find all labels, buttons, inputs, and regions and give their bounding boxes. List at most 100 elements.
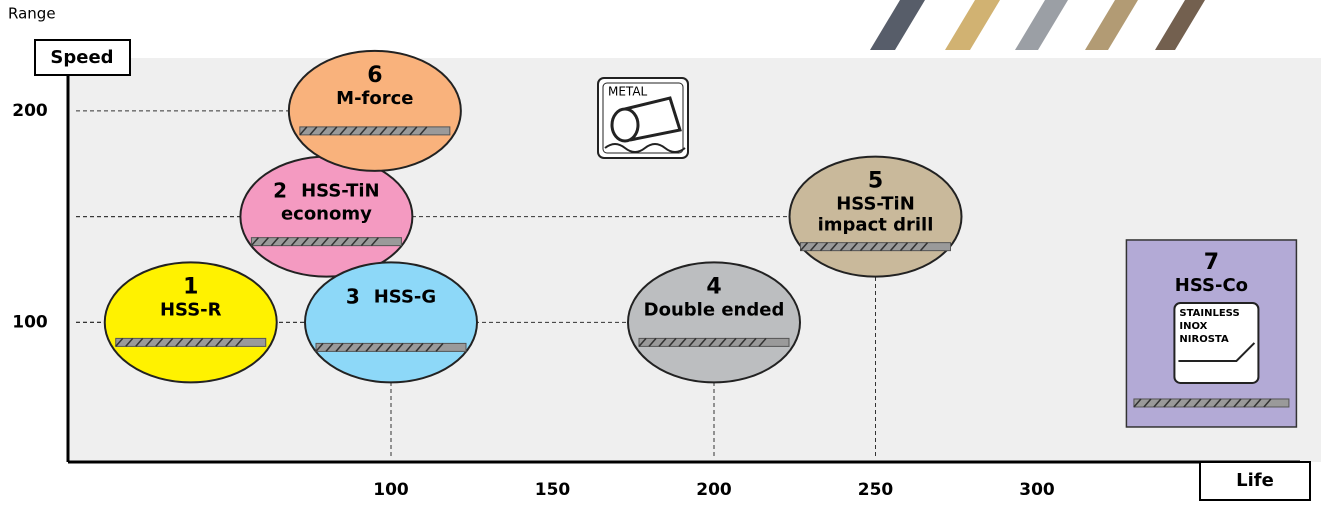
drill-flute bbox=[360, 237, 369, 247]
drill-flute bbox=[315, 342, 324, 352]
x-label-box bbox=[1199, 461, 1311, 501]
drill-flute bbox=[395, 342, 404, 352]
drill-image bbox=[638, 337, 790, 347]
drill-flute bbox=[409, 126, 418, 136]
drill-flute bbox=[399, 126, 408, 136]
drill-flute bbox=[799, 242, 809, 252]
point-label: 2 HSS-TiN bbox=[273, 178, 379, 202]
point-label-line: HSS-TiN bbox=[301, 181, 380, 202]
point-label: economy bbox=[281, 204, 372, 225]
drill-flute bbox=[250, 237, 259, 247]
drill-flute bbox=[1143, 398, 1152, 408]
drill-flute bbox=[1243, 398, 1252, 408]
y-tick-label: 200 bbox=[12, 101, 48, 121]
metal-icon-text: METAL bbox=[608, 85, 648, 99]
drill-flute bbox=[355, 342, 364, 352]
y-label: Speed bbox=[50, 47, 113, 68]
drill-flute bbox=[235, 337, 244, 347]
drill-flute bbox=[370, 237, 379, 247]
drill-image bbox=[315, 342, 467, 352]
x-label: Life bbox=[1236, 470, 1274, 491]
point-number: 5 bbox=[868, 169, 883, 194]
drill-flute bbox=[415, 342, 424, 352]
stainless-icon-plate bbox=[1178, 342, 1256, 362]
drill-flute bbox=[718, 337, 727, 347]
drill-flute bbox=[678, 337, 687, 347]
drill-flute bbox=[205, 337, 214, 347]
drill-flute bbox=[405, 342, 414, 352]
drill-flute bbox=[389, 126, 398, 136]
drill-flute bbox=[899, 242, 909, 252]
drill-flute bbox=[889, 242, 899, 252]
drill-image bbox=[299, 126, 451, 136]
drill-flute bbox=[349, 126, 358, 136]
drill-flute bbox=[290, 237, 299, 247]
drill-flute bbox=[1253, 398, 1262, 408]
drill-flute bbox=[708, 337, 717, 347]
drill-flute bbox=[185, 337, 194, 347]
y-tick-label: 100 bbox=[12, 312, 48, 332]
point-label: 3 HSS-G bbox=[346, 284, 436, 308]
drill-flute bbox=[1233, 398, 1242, 408]
drill-flute bbox=[319, 126, 328, 136]
drill-image bbox=[800, 242, 951, 252]
drill-flute bbox=[809, 242, 819, 252]
point-label: M-force bbox=[336, 88, 413, 109]
drill-flute bbox=[859, 242, 869, 252]
drill-flute bbox=[1133, 398, 1142, 408]
point-number: 1 bbox=[183, 274, 198, 299]
drill-image bbox=[115, 337, 267, 347]
drill-flute bbox=[869, 242, 879, 252]
drill-flute bbox=[1153, 398, 1162, 408]
drill-flute bbox=[135, 337, 144, 347]
drill-flute bbox=[1223, 398, 1232, 408]
point-label-line: HSS-G bbox=[374, 286, 436, 307]
point-number: 3 bbox=[346, 284, 360, 308]
stainless-icon-text: STAINLESS bbox=[1179, 308, 1239, 319]
drill-flute bbox=[359, 126, 368, 136]
drill-flute bbox=[1183, 398, 1192, 408]
drill-flute bbox=[1203, 398, 1212, 408]
stainless-icon bbox=[1173, 301, 1260, 384]
drill-flute bbox=[879, 242, 889, 252]
drill-flute bbox=[340, 237, 349, 247]
drill-flute bbox=[385, 342, 394, 352]
drill-flute bbox=[365, 342, 374, 352]
point-group: 3 HSS-G bbox=[304, 261, 478, 384]
drill-flute bbox=[375, 342, 384, 352]
drill-flute bbox=[698, 337, 707, 347]
drill-flute bbox=[849, 242, 859, 252]
drill-flute bbox=[145, 337, 154, 347]
drill-flute bbox=[419, 126, 428, 136]
drill-flute bbox=[350, 237, 359, 247]
metal-icon: METAL bbox=[597, 77, 689, 159]
drill-image bbox=[250, 237, 402, 247]
point-number: 2 bbox=[273, 178, 287, 202]
drill-flute bbox=[688, 337, 697, 347]
drill-flute bbox=[329, 126, 338, 136]
drill-flute bbox=[345, 342, 354, 352]
drill-flute bbox=[260, 237, 269, 247]
drill-flute bbox=[829, 242, 839, 252]
point-number: 7 bbox=[1204, 250, 1219, 275]
point-ellipse bbox=[627, 261, 801, 384]
drill-flute bbox=[839, 242, 849, 252]
x-tick-label: 150 bbox=[535, 480, 571, 500]
drill-flute bbox=[175, 337, 184, 347]
drill-flute bbox=[435, 342, 444, 352]
point-ellipse bbox=[103, 261, 278, 384]
drill-flute bbox=[125, 337, 134, 347]
drill-flute bbox=[1173, 398, 1182, 408]
decor-drills bbox=[870, 0, 1205, 50]
point-ellipse bbox=[287, 49, 462, 172]
drill-flute bbox=[638, 337, 647, 347]
drill-flute bbox=[309, 126, 318, 136]
stainless-icon-text: INOX bbox=[1179, 321, 1207, 332]
drill-flute bbox=[1213, 398, 1222, 408]
